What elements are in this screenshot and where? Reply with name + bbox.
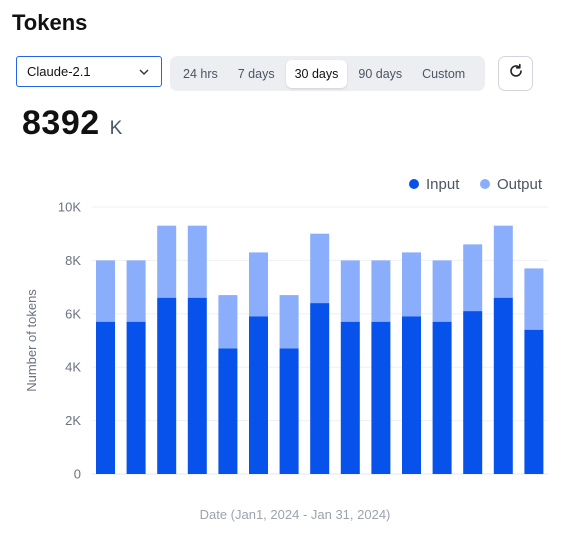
token-total-value: 8392 [22, 104, 100, 142]
y-axis-label: Number of tokens [24, 289, 39, 392]
bar-output [432, 260, 452, 322]
y-tick-label: 8K [65, 253, 81, 268]
token-usage-chart: 0 2K 4K 6K 8K 10K Number of tokens Input Output D… [24, 176, 548, 522]
model-select[interactable]: Claude-2.1 [16, 56, 162, 87]
bar-input [310, 303, 330, 474]
legend-input-label: Input [426, 176, 460, 193]
x-axis-label: Date (Jan1, 2024 - Jan 31, 2024) [200, 507, 391, 522]
bar-input [157, 297, 177, 474]
legend-output-marker [480, 179, 490, 189]
bar-input [187, 297, 207, 474]
time-range-tabs: 24 hrs 7 days 30 days 90 days Custom [170, 56, 485, 91]
bar-input [432, 321, 452, 474]
bar-output [279, 295, 299, 349]
bar-output [187, 225, 207, 298]
bar-output [310, 233, 330, 304]
tab-7-days[interactable]: 7 days [237, 66, 275, 81]
refresh-button[interactable] [498, 56, 533, 91]
bar-output [126, 260, 146, 322]
chevron-down-icon [138, 65, 152, 79]
y-tick-label: 6K [65, 306, 81, 321]
y-tick-label: 0 [74, 467, 81, 482]
bar-input [463, 311, 483, 474]
bar-output [249, 252, 268, 317]
token-total-unit: K [109, 118, 123, 139]
bar-output [371, 260, 391, 322]
bar-input [524, 329, 544, 474]
bar-output [96, 260, 115, 322]
refresh-icon [508, 63, 524, 84]
bar-output [402, 252, 421, 317]
tab-90-days[interactable]: 90 days [358, 66, 403, 81]
bar-output [157, 225, 177, 298]
page-title: Tokens [12, 10, 88, 35]
bar-input [279, 348, 299, 474]
bar-output [463, 244, 483, 312]
bar-input [96, 321, 115, 474]
legend-input-marker [409, 179, 419, 189]
bar-output [493, 225, 513, 298]
token-total: 8392 K [22, 104, 122, 143]
bar-input [371, 321, 391, 474]
legend-output-label: Output [497, 176, 543, 193]
bar-input [340, 321, 360, 474]
y-tick-label: 4K [65, 360, 81, 375]
model-select-value: Claude-2.1 [27, 64, 91, 79]
bar-input [249, 316, 268, 474]
tab-custom[interactable]: Custom [422, 66, 466, 81]
bar-output [340, 260, 360, 322]
bar-input [402, 316, 421, 474]
tab-24-hrs[interactable]: 24 hrs [183, 66, 218, 81]
bar-input [218, 348, 238, 474]
bar-output [524, 268, 544, 330]
bar-input [493, 297, 513, 474]
y-tick-label: 2K [65, 413, 81, 428]
y-tick-label: 10K [58, 200, 81, 215]
bar-input [126, 321, 146, 474]
tab-30-days[interactable]: 30 days [285, 59, 348, 88]
bar-output [218, 295, 238, 349]
